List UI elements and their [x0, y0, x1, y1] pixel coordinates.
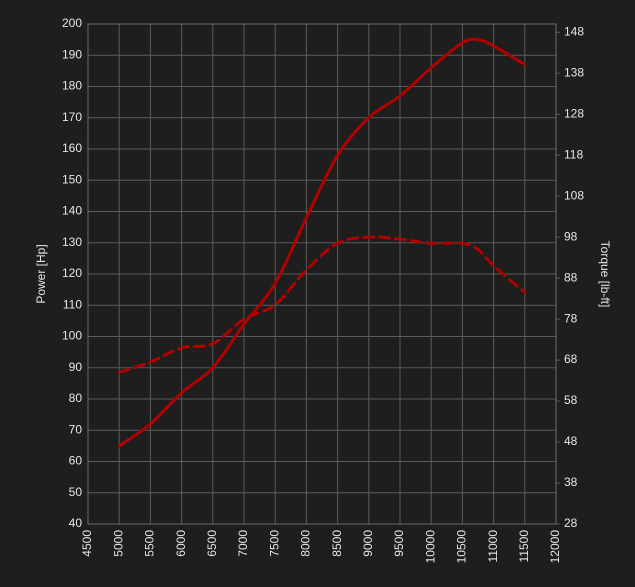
y-tick-label: 170: [62, 110, 82, 124]
y2-tick-label: 58: [564, 393, 578, 407]
x-tick-label: 9500: [392, 530, 406, 557]
x-tick-label: 7000: [236, 530, 250, 557]
x-tick-label: 12000: [548, 530, 562, 564]
y2-tick-label: 38: [564, 475, 578, 489]
x-tick-label: 10500: [455, 530, 469, 564]
y2-tick-label: 68: [564, 352, 578, 366]
y-tick-label: 80: [69, 391, 83, 405]
y-tick-label: 180: [62, 79, 82, 93]
x-tick-label: 8500: [330, 530, 344, 557]
y-tick-label: 200: [62, 16, 82, 30]
y-tick-label: 130: [62, 235, 82, 249]
y-tick-label: 50: [69, 485, 83, 499]
y-tick-label: 60: [69, 454, 83, 468]
y-axis-label: Power [Hp]: [34, 244, 48, 303]
y2-tick-label: 48: [564, 434, 578, 448]
y2-tick-label: 148: [564, 24, 584, 38]
y2-tick-label: 128: [564, 106, 584, 120]
x-tick-label: 6500: [205, 530, 219, 557]
y-tick-label: 140: [62, 204, 82, 218]
y-tick-label: 40: [69, 516, 83, 530]
x-tick-label: 11000: [486, 530, 500, 563]
x-tick-label: 5000: [111, 530, 125, 557]
y2-tick-label: 138: [564, 65, 584, 79]
x-tick-label: 8000: [299, 530, 313, 557]
y2-axis-label: Torque [lb-ft]: [598, 241, 612, 308]
plot-frame: [87, 23, 557, 525]
y2-tick-label: 118: [564, 147, 583, 161]
y-tick-label: 90: [69, 360, 83, 374]
y-tick-label: 190: [62, 47, 82, 61]
y2-tick-label: 78: [564, 311, 578, 325]
y2-tick-label: 28: [564, 516, 578, 530]
x-tick-label: 10000: [423, 530, 437, 564]
y-tick-label: 120: [62, 266, 82, 280]
y2-tick-label: 98: [564, 229, 578, 243]
x-tick-label: 9000: [361, 530, 375, 557]
x-tick-label: 5500: [143, 530, 157, 557]
y-tick-label: 110: [63, 297, 82, 311]
y2-tick-label: 88: [564, 270, 578, 284]
x-tick-label: 4500: [80, 530, 94, 557]
x-tick-label: 7500: [267, 530, 281, 557]
y-tick-label: 70: [69, 422, 83, 436]
y2-tick-label: 108: [564, 188, 584, 202]
y-tick-label: 160: [62, 141, 82, 155]
x-tick-label: 11500: [517, 530, 531, 563]
series-line: [117, 235, 527, 374]
series-line: [117, 37, 527, 448]
y-tick-label: 150: [62, 172, 82, 186]
x-tick-label: 6000: [174, 530, 188, 557]
y-tick-label: 100: [62, 329, 82, 343]
